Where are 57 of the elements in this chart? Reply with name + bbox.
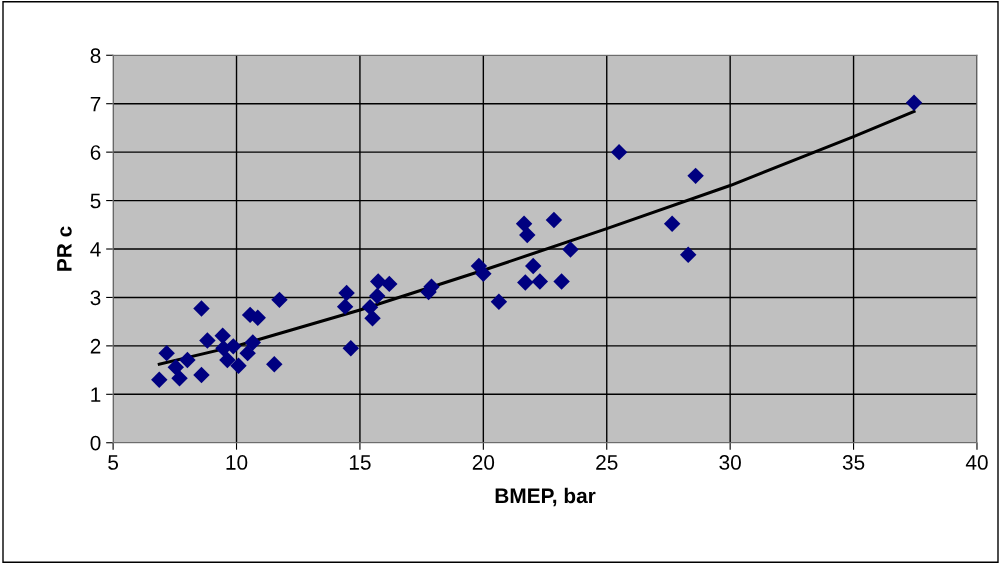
point xyxy=(687,167,704,185)
point xyxy=(381,275,398,293)
point xyxy=(244,334,262,351)
x-axis-title: BMEP, bar xyxy=(495,487,596,507)
point xyxy=(517,274,534,291)
x-tick-label: 10 xyxy=(226,455,248,470)
point xyxy=(475,265,492,282)
point xyxy=(545,211,563,229)
y-tick-label: 1 xyxy=(91,387,101,402)
y-tick-label: 5 xyxy=(90,193,101,209)
point xyxy=(214,327,231,344)
point xyxy=(271,291,288,309)
point xyxy=(151,371,168,388)
y-axis-title: PR c xyxy=(57,226,72,271)
point xyxy=(193,300,210,317)
y-tick-label: 2 xyxy=(90,338,101,354)
point xyxy=(524,257,542,275)
point xyxy=(167,358,185,376)
point xyxy=(905,94,923,111)
point xyxy=(364,310,381,327)
x-tick-label: 15 xyxy=(349,455,371,470)
point xyxy=(199,332,216,349)
point xyxy=(519,226,536,244)
point xyxy=(193,366,210,384)
x-tick-label: 25 xyxy=(596,455,618,470)
point xyxy=(239,344,256,362)
point xyxy=(610,143,628,161)
y-tick-label: 0 xyxy=(90,435,101,451)
point xyxy=(336,298,354,315)
x-tick-label: 5 xyxy=(108,455,119,470)
y-tick-label: 8 xyxy=(90,48,101,64)
point xyxy=(219,351,236,369)
point xyxy=(338,284,355,302)
y-tick-label: 4 xyxy=(90,242,101,257)
point xyxy=(225,338,242,355)
point xyxy=(663,215,681,233)
point xyxy=(515,215,533,233)
point xyxy=(361,298,379,316)
point xyxy=(266,356,283,373)
point xyxy=(171,370,188,387)
x-tick-label: 35 xyxy=(842,455,865,470)
point xyxy=(531,273,549,290)
point xyxy=(553,273,570,290)
x-tick-label: 40 xyxy=(965,455,988,470)
x-tick-label: 20 xyxy=(472,455,495,470)
point xyxy=(368,287,386,305)
point xyxy=(158,344,175,362)
y-tick-label: 3 xyxy=(90,290,101,306)
y-tick-label: 7 xyxy=(90,96,101,112)
x-tick-label: 30 xyxy=(719,455,741,470)
point xyxy=(179,351,196,369)
y-tick-label: 6 xyxy=(90,145,101,160)
point xyxy=(562,241,579,258)
point xyxy=(490,293,508,311)
point xyxy=(230,357,247,374)
point xyxy=(342,340,360,357)
point xyxy=(679,246,697,264)
